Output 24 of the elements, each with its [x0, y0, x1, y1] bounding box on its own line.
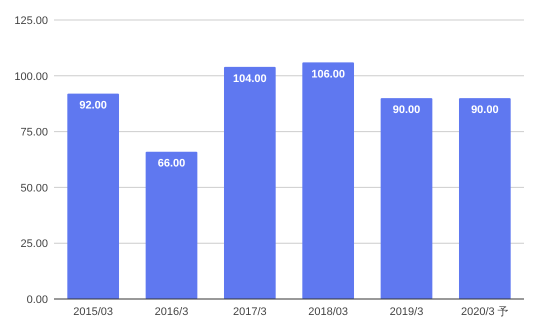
y-tick-label: 100.00	[14, 70, 48, 83]
bar	[67, 94, 120, 299]
data-label: 90.00	[471, 104, 499, 116]
y-tick-label: 75.00	[20, 126, 48, 139]
y-tick-label: 125.00	[14, 15, 48, 27]
y-tick-label: 50.00	[20, 182, 48, 194]
x-tick-label: 2017/3	[233, 306, 267, 318]
data-label: 66.00	[158, 158, 186, 170]
y-tick-label: 0.00	[26, 294, 48, 306]
data-label: 104.00	[233, 72, 267, 85]
x-tick-label: 2019/3	[390, 306, 424, 318]
bar	[302, 62, 354, 299]
bar	[458, 98, 511, 299]
data-label: 92.00	[79, 100, 107, 112]
data-label: 90.00	[392, 104, 420, 116]
x-tick-label: 2015/03	[73, 306, 114, 318]
x-tick-label: 2020/3 予	[460, 306, 509, 318]
y-tick-label: 25.00	[20, 238, 48, 250]
bar	[380, 98, 432, 299]
x-tick-label: 2016/3	[154, 306, 188, 318]
bar	[146, 152, 198, 299]
x-tick-label: 2018/03	[308, 306, 348, 318]
bar	[224, 66, 276, 299]
data-label: 106.00	[311, 68, 345, 80]
